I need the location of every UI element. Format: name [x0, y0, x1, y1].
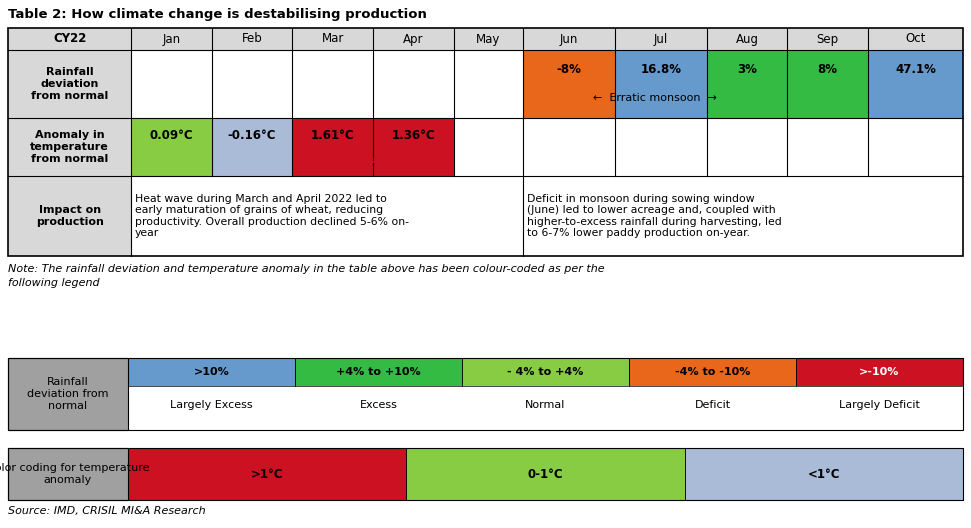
Text: <1°C: <1°C [808, 467, 840, 480]
Bar [406, 448, 685, 500]
Bar [629, 358, 796, 386]
Bar [707, 50, 787, 118]
Bar [8, 176, 131, 256]
Text: Rainfall
deviation from
normal: Rainfall deviation from normal [27, 378, 109, 411]
Text: Source: IMD, CRISIL MI&A Research: Source: IMD, CRISIL MI&A Research [8, 506, 206, 516]
Text: Color coding for temperature
anomaly: Color coding for temperature anomaly [0, 463, 150, 485]
Text: May: May [476, 33, 500, 45]
Text: -4% to -10%: -4% to -10% [675, 367, 751, 377]
Text: Impact on
production: Impact on production [36, 205, 104, 227]
Bar [523, 50, 615, 118]
Bar [128, 448, 406, 500]
Text: +4% to +10%: +4% to +10% [336, 367, 420, 377]
Bar [8, 358, 128, 430]
Bar [8, 28, 963, 50]
Bar [629, 358, 796, 386]
Text: Largely Excess: Largely Excess [170, 400, 252, 410]
Text: Excess: Excess [359, 400, 397, 410]
Text: Rainfall
deviation
from normal: Rainfall deviation from normal [31, 68, 108, 101]
Bar [128, 448, 406, 500]
Text: Sep: Sep [817, 33, 839, 45]
Text: 0-1°C: 0-1°C [527, 467, 563, 480]
Text: -8%: -8% [556, 62, 582, 76]
Text: >-10%: >-10% [859, 367, 900, 377]
Text: Jun: Jun [559, 33, 578, 45]
Bar [128, 358, 295, 386]
Bar [787, 50, 868, 118]
Bar [212, 118, 292, 176]
Bar [373, 118, 453, 176]
Bar [8, 358, 963, 430]
Text: Jan: Jan [162, 33, 181, 45]
Text: 1.36°C: 1.36°C [391, 129, 435, 142]
Text: Deficit in monsoon during sowing window
(June) led to lower acreage and, coupled: Deficit in monsoon during sowing window … [527, 194, 782, 239]
Text: Deficit: Deficit [694, 400, 730, 410]
Bar [295, 358, 462, 386]
Bar [8, 448, 963, 500]
Bar [796, 358, 963, 386]
Bar [462, 358, 629, 386]
Bar [295, 358, 462, 386]
Bar [8, 358, 128, 430]
Text: Jul: Jul [653, 33, 668, 45]
Text: ←Heatwave→: ←Heatwave→ [338, 155, 408, 165]
Text: Aug: Aug [735, 33, 758, 45]
Bar [8, 118, 131, 176]
Text: 16.8%: 16.8% [640, 62, 682, 76]
Text: Largely Deficit: Largely Deficit [839, 400, 920, 410]
Bar [131, 118, 212, 176]
Text: 8%: 8% [818, 62, 838, 76]
Bar [8, 448, 128, 500]
Bar [685, 448, 963, 500]
Text: Oct: Oct [905, 33, 925, 45]
Bar [292, 118, 373, 176]
Text: CY22: CY22 [52, 33, 86, 45]
Text: ←  Erratic monsoon  →: ← Erratic monsoon → [593, 92, 717, 102]
Bar [685, 448, 963, 500]
Text: 0.09°C: 0.09°C [150, 129, 193, 142]
Bar [615, 50, 707, 118]
Text: 1.61°C: 1.61°C [311, 129, 354, 142]
Text: >1°C: >1°C [251, 467, 284, 480]
Bar [8, 50, 131, 118]
Bar [8, 28, 963, 256]
Bar [406, 448, 685, 500]
Bar [796, 358, 963, 386]
Text: Feb: Feb [242, 33, 262, 45]
Bar [462, 358, 629, 386]
Text: Heat wave during March and April 2022 led to
early maturation of grains of wheat: Heat wave during March and April 2022 le… [135, 194, 409, 239]
Bar [8, 448, 128, 500]
Bar [128, 358, 295, 386]
Text: -0.16°C: -0.16°C [228, 129, 277, 142]
Text: 3%: 3% [737, 62, 756, 76]
Text: - 4% to +4%: - 4% to +4% [507, 367, 584, 377]
Bar [868, 50, 963, 118]
Text: Table 2: How climate change is destabilising production: Table 2: How climate change is destabili… [8, 8, 427, 21]
Text: Anomaly in
temperature
from normal: Anomaly in temperature from normal [30, 130, 109, 164]
Text: Normal: Normal [525, 400, 566, 410]
Text: following legend: following legend [8, 278, 100, 288]
Text: Note: The rainfall deviation and temperature anomaly in the table above has been: Note: The rainfall deviation and tempera… [8, 264, 605, 274]
Text: Mar: Mar [321, 33, 344, 45]
Text: Apr: Apr [403, 33, 423, 45]
Text: 47.1%: 47.1% [895, 62, 936, 76]
Text: >10%: >10% [193, 367, 229, 377]
